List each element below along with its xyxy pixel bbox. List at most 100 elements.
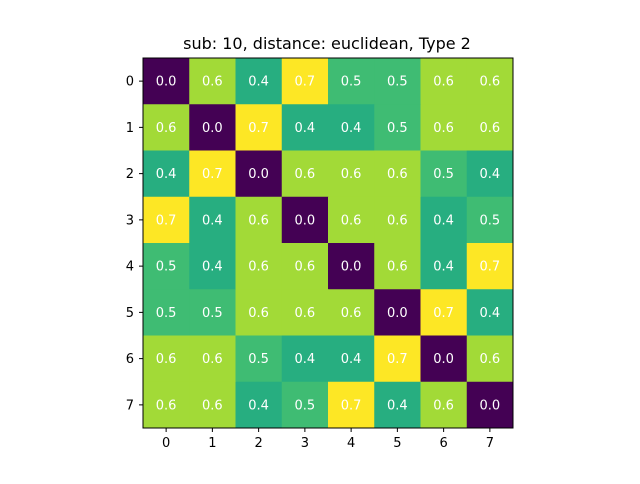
heatmap-cell: [328, 58, 375, 105]
x-tick-label: 5: [393, 436, 401, 451]
heatmap-cell: [328, 335, 375, 383]
heatmap-cell: [189, 289, 236, 336]
cell-value-label: 0.6: [156, 352, 177, 367]
x-tick-label: 6: [439, 436, 447, 451]
heatmap-cell: [374, 104, 421, 151]
cell-value-label: 0.0: [248, 167, 269, 182]
heatmap-cell: [328, 104, 375, 151]
cell-value-label: 0.4: [248, 75, 269, 90]
heatmap-cell: [189, 150, 236, 198]
heatmap-cell: [420, 335, 468, 383]
cell-value-label: 0.5: [387, 121, 408, 136]
heatmap-cell: [328, 289, 375, 336]
heatmap-cell: [189, 335, 236, 383]
heatmap-cell: [189, 58, 236, 105]
y-tick-label: 4: [126, 260, 134, 275]
y-axis-ticks: 0 1 2 3 4 5 6 7: [126, 75, 143, 413]
cell-value-label: 0.6: [202, 352, 223, 367]
heatmap-cell: [466, 196, 514, 244]
heatmap-cell: [143, 243, 190, 290]
cell-value-label: 0.7: [202, 167, 223, 182]
cell-value-label: 0.7: [433, 306, 454, 321]
heatmap-cell: [466, 335, 514, 383]
heatmap-cell: [281, 196, 329, 244]
heatmap-cell: [374, 196, 421, 244]
heatmap-cell: [189, 196, 236, 244]
chart-title: sub: 10, distance: euclidean, Type 2: [183, 34, 471, 53]
cell-value-label: 0.6: [341, 306, 362, 321]
cell-value-label: 0.6: [295, 306, 316, 321]
cell-value-label: 0.0: [295, 213, 316, 228]
cell-value-label: 0.4: [433, 213, 454, 228]
cell-value-label: 0.6: [202, 398, 223, 413]
heatmap-cell: [374, 150, 421, 198]
heatmap-cell: [235, 196, 283, 244]
cell-value-label: 0.0: [387, 306, 408, 321]
heatmap-cell: [143, 381, 190, 429]
heatmap-cell: [235, 104, 283, 151]
heatmap-cell: [420, 104, 468, 151]
cell-value-label: 0.7: [248, 121, 269, 136]
heatmap-cell: [143, 58, 190, 105]
cell-value-label: 0.4: [387, 398, 408, 413]
heatmap-cell: [235, 381, 283, 429]
cell-value-label: 0.5: [202, 306, 223, 321]
cell-value-label: 0.6: [341, 213, 362, 228]
x-tick-label: 3: [301, 436, 309, 451]
heatmap-cell: [420, 381, 468, 429]
cell-value-label: 0.4: [341, 352, 362, 367]
heatmap-cell: [235, 150, 283, 198]
x-axis-ticks: 0 1 2 3 4 5 6 7: [162, 428, 494, 451]
cell-value-label: 0.0: [202, 121, 223, 136]
heatmap-cell: [374, 335, 421, 383]
heatmap-cell: [143, 104, 190, 151]
cell-value-label: 0.6: [480, 352, 501, 367]
cell-value-label: 0.6: [248, 260, 269, 275]
heatmap-cell: [328, 381, 375, 429]
y-tick-label: 5: [126, 306, 134, 321]
cell-value-label: 0.5: [248, 352, 269, 367]
cell-value-label: 0.5: [156, 260, 177, 275]
cell-value-label: 0.7: [341, 398, 362, 413]
heatmap-cell: [281, 381, 329, 429]
cell-value-label: 0.6: [248, 306, 269, 321]
cell-value-label: 0.5: [433, 167, 454, 182]
heatmap-cell: [281, 243, 329, 290]
heatmap-cell: [235, 243, 283, 290]
heatmap-cell: [189, 104, 236, 151]
heatmap-cell: [281, 150, 329, 198]
cell-value-label: 0.7: [295, 75, 316, 90]
x-tick-label: 1: [208, 436, 216, 451]
cell-value-label: 0.6: [480, 121, 501, 136]
cell-value-label: 0.0: [433, 352, 454, 367]
cell-value-label: 0.4: [295, 121, 316, 136]
heatmap-cell: [374, 58, 421, 105]
cell-value-label: 0.6: [341, 167, 362, 182]
cell-value-label: 0.4: [480, 306, 501, 321]
cell-value-label: 0.7: [480, 260, 501, 275]
heatmap-cell: [466, 289, 514, 336]
y-tick-label: 0: [126, 75, 134, 90]
cell-value-label: 0.5: [480, 213, 501, 228]
heatmap-cell: [328, 196, 375, 244]
y-tick-label: 1: [126, 121, 134, 136]
heatmap-cell: [328, 243, 375, 290]
cell-value-label: 0.4: [248, 398, 269, 413]
heatmap-cell: [374, 381, 421, 429]
cell-value-label: 0.7: [156, 213, 177, 228]
cell-value-label: 0.6: [248, 213, 269, 228]
cell-value-label: 0.4: [295, 352, 316, 367]
cell-value-label: 0.6: [202, 75, 223, 90]
cell-value-label: 0.7: [387, 352, 408, 367]
plot-frame: [142, 57, 514, 429]
heatmap-cell: [235, 289, 283, 336]
cell-value-label: 0.5: [387, 75, 408, 90]
heatmap-cells: [143, 58, 514, 429]
cell-value-label: 0.6: [433, 75, 454, 90]
heatmap-cell: [420, 243, 468, 290]
heatmap-cell: [420, 58, 468, 105]
heatmap-cell: [143, 196, 190, 244]
heatmap-cell: [281, 58, 329, 105]
cell-value-label: 0.0: [156, 75, 177, 90]
